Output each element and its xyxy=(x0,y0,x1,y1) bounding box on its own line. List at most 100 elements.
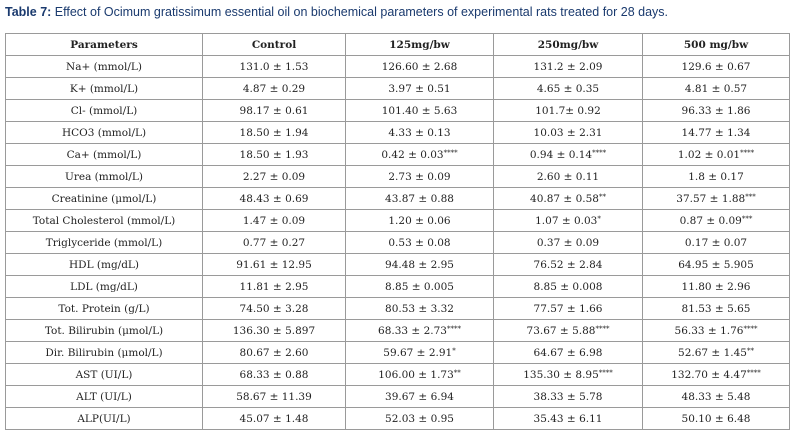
cell-value: 0.37 ± 0.09 xyxy=(536,236,600,249)
value-cell-control: 48.43 ± 0.69 xyxy=(202,187,346,210)
cell-value: 0.94 ± 0.14 xyxy=(529,148,593,161)
cell-value: 43.87 ± 0.88 xyxy=(385,192,454,205)
cell-value: 1.07 ± 0.03 xyxy=(535,214,598,227)
value-cell-control: 68.33 ± 0.88 xyxy=(202,363,346,386)
header-125mg: 125mg/bw xyxy=(345,33,494,56)
value-cell-250mg: 0.37 ± 0.09 xyxy=(493,231,643,254)
parameter-cell: Tot. Protein (g/L) xyxy=(5,297,203,320)
value-cell-250mg: 8.85 ± 0.008 xyxy=(493,275,643,298)
value-cell-125mg: 80.53 ± 3.32 xyxy=(345,297,494,320)
value-cell-125mg: 94.48 ± 2.95 xyxy=(345,253,494,276)
value-cell-125mg: 101.40 ± 5.63 xyxy=(345,99,494,122)
parameter-cell: ALT (UI/L) xyxy=(5,385,203,408)
value-cell-250mg: 76.52 ± 2.84 xyxy=(493,253,643,276)
cell-value: 2.73 ± 0.09 xyxy=(388,170,451,183)
value-cell-250mg: 64.67 ± 6.98 xyxy=(493,341,643,364)
header-control: Control xyxy=(202,33,346,56)
value-cell-control: 58.67 ± 11.39 xyxy=(202,385,346,408)
cell-value: 59.67 ± 2.91 xyxy=(383,346,453,359)
cell-value: 77.57 ± 1.66 xyxy=(533,302,603,315)
cell-value: 96.33 ± 1.86 xyxy=(681,104,751,117)
cell-value: 1.20 ± 0.06 xyxy=(388,214,451,227)
value-cell-control: 18.50 ± 1.93 xyxy=(202,143,346,166)
significance-marker: **** xyxy=(746,368,761,377)
value-cell-500mg: 14.77 ± 1.34 xyxy=(642,121,790,144)
cell-value: 68.33 ± 2.73 xyxy=(378,324,447,337)
value-cell-500mg: 129.6 ± 0.67 xyxy=(642,55,790,78)
value-cell-250mg: 35.43 ± 6.11 xyxy=(493,407,643,430)
significance-marker: **** xyxy=(740,148,755,157)
table-row: Tot. Protein (g/L) 74.50 ± 3.28 80.53 ± 3.… xyxy=(5,297,790,320)
value-cell-control: 80.67 ± 2.60 xyxy=(202,341,346,364)
value-cell-500mg: 1.02 ± 0.01**** xyxy=(642,143,790,166)
cell-value: 35.43 ± 6.11 xyxy=(533,412,603,425)
parameter-cell: ALP(UI/L) xyxy=(5,407,203,430)
cell-value: 131.2 ± 2.09 xyxy=(533,60,603,73)
header-250mg: 250mg/bw xyxy=(493,33,643,56)
table-header-row: Parameters Control 125mg/bw 250mg/bw 500… xyxy=(5,33,790,56)
header-parameters: Parameters xyxy=(5,33,203,56)
value-cell-250mg: 73.67 ± 5.88**** xyxy=(493,319,643,342)
value-cell-control: 2.27 ± 0.09 xyxy=(202,165,346,188)
cell-value: 74.50 ± 3.28 xyxy=(239,302,309,315)
table-row: ALT (UI/L) 58.67 ± 11.39 39.67 ± 6.94 38.33… xyxy=(5,385,790,408)
value-cell-250mg: 1.07 ± 0.03* xyxy=(493,209,643,232)
parameter-cell: Cl- (mmol/L) xyxy=(5,99,203,122)
cell-value: 48.33 ± 5.48 xyxy=(681,390,751,403)
table-body: Na+ (mmol/L) 131.0 ± 1.53 126.60 ± 2.68 131… xyxy=(5,55,790,430)
value-cell-500mg: 96.33 ± 1.86 xyxy=(642,99,790,122)
value-cell-500mg: 132.70 ± 4.47**** xyxy=(642,363,790,386)
cell-value: 68.33 ± 0.88 xyxy=(239,368,309,381)
value-cell-control: 45.07 ± 1.48 xyxy=(202,407,346,430)
cell-value: 18.50 ± 1.93 xyxy=(239,148,309,161)
cell-value: 0.53 ± 0.08 xyxy=(388,236,451,249)
value-cell-125mg: 0.53 ± 0.08 xyxy=(345,231,494,254)
cell-value: 37.57 ± 1.88 xyxy=(676,192,746,205)
value-cell-125mg: 2.73 ± 0.09 xyxy=(345,165,494,188)
value-cell-125mg: 106.00 ± 1.73** xyxy=(345,363,494,386)
table-row: Cl- (mmol/L) 98.17 ± 0.61 101.40 ± 5.63 101… xyxy=(5,99,790,122)
value-cell-250mg: 0.94 ± 0.14**** xyxy=(493,143,643,166)
value-cell-500mg: 4.81 ± 0.57 xyxy=(642,77,790,100)
parameter-cell: Dir. Bilirubin (μmol/L) xyxy=(5,341,203,364)
value-cell-control: 4.87 ± 0.29 xyxy=(202,77,346,100)
table-row: AST (UI/L) 68.33 ± 0.88 106.00 ± 1.73** 135… xyxy=(5,363,790,386)
cell-value: 132.70 ± 4.47 xyxy=(671,368,747,381)
cell-value: 106.00 ± 1.73 xyxy=(378,368,454,381)
cell-value: 64.95 ± 5.905 xyxy=(678,258,754,271)
significance-marker: **** xyxy=(592,148,607,157)
table-row: Total Cholesterol (mmol/L) 1.47 ± 0.09 1.2… xyxy=(5,209,790,232)
cell-value: 11.80 ± 2.96 xyxy=(681,280,751,293)
cell-value: 56.33 ± 1.76 xyxy=(674,324,744,337)
value-cell-125mg: 59.67 ± 2.91* xyxy=(345,341,494,364)
cell-value: 2.27 ± 0.09 xyxy=(242,170,306,183)
value-cell-125mg: 3.97 ± 0.51 xyxy=(345,77,494,100)
significance-marker: ** xyxy=(746,346,754,355)
table-row: ALP(UI/L) 45.07 ± 1.48 52.03 ± 0.95 35.43 ±… xyxy=(5,407,790,430)
caption-text: Effect of Ocimum gratissimum essential o… xyxy=(51,5,669,19)
significance-marker: ** xyxy=(453,368,461,377)
value-cell-control: 0.77 ± 0.27 xyxy=(202,231,346,254)
cell-value: 10.03 ± 2.31 xyxy=(533,126,603,139)
value-cell-250mg: 2.60 ± 0.11 xyxy=(493,165,643,188)
parameter-cell: LDL (mg/dL) xyxy=(5,275,203,298)
value-cell-500mg: 37.57 ± 1.88*** xyxy=(642,187,790,210)
value-cell-250mg: 10.03 ± 2.31 xyxy=(493,121,643,144)
cell-value: 2.60 ± 0.11 xyxy=(536,170,600,183)
value-cell-250mg: 77.57 ± 1.66 xyxy=(493,297,643,320)
cell-value: 94.48 ± 2.95 xyxy=(385,258,454,271)
cell-value: 101.7± 0.92 xyxy=(535,104,601,117)
table-row: Dir. Bilirubin (μmol/L) 80.67 ± 2.60 59.67… xyxy=(5,341,790,364)
value-cell-125mg: 126.60 ± 2.68 xyxy=(345,55,494,78)
significance-marker: *** xyxy=(741,214,753,223)
cell-value: 0.42 ± 0.03 xyxy=(381,148,444,161)
cell-value: 1.02 ± 0.01 xyxy=(677,148,741,161)
cell-value: 73.67 ± 5.88 xyxy=(526,324,596,337)
value-cell-500mg: 11.80 ± 2.96 xyxy=(642,275,790,298)
cell-value: 91.61 ± 12.95 xyxy=(236,258,312,271)
caption-label: Table 7: xyxy=(5,5,52,19)
parameter-cell: Triglyceride (mmol/L) xyxy=(5,231,203,254)
table-caption: Table 7: Effect of Ocimum gratissimum es… xyxy=(5,4,790,20)
value-cell-control: 74.50 ± 3.28 xyxy=(202,297,346,320)
parameter-cell: Na+ (mmol/L) xyxy=(5,55,203,78)
